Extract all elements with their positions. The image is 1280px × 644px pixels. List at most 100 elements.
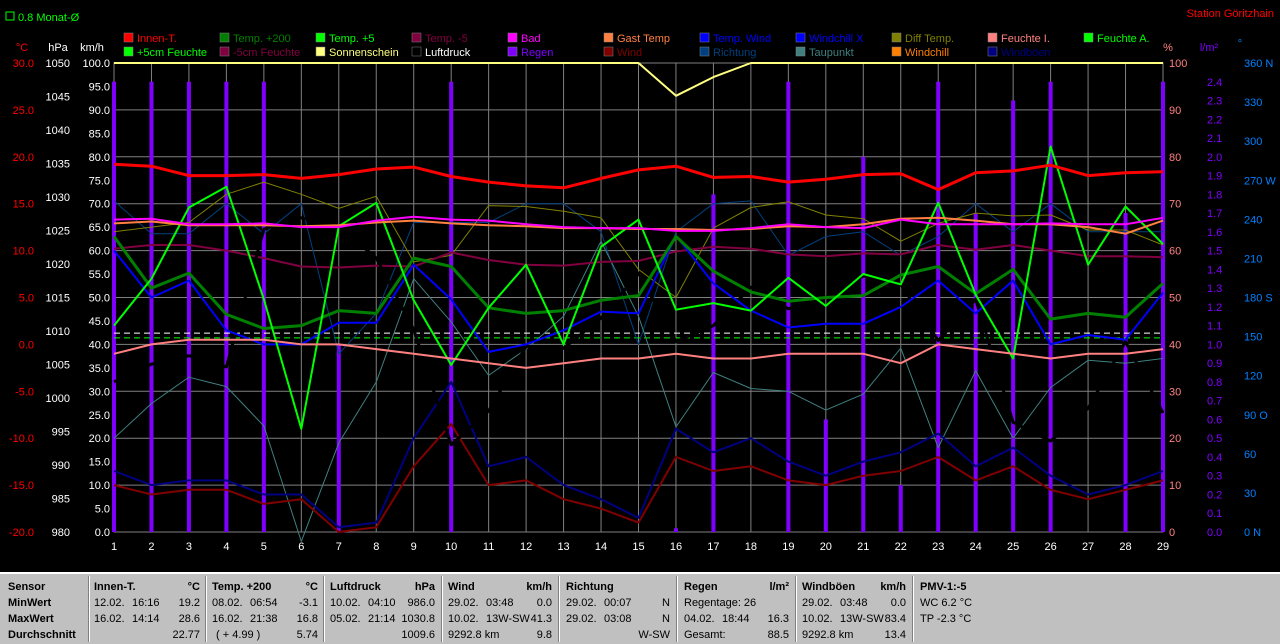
boeen-max: 83.4: [884, 613, 906, 625]
innen-max-date: 16.02.: [94, 613, 125, 625]
legend-swatch: [603, 32, 614, 43]
wind-max: 41.3: [530, 613, 552, 625]
innen-max: 28.6: [178, 613, 200, 625]
series-line: [113, 215, 1164, 232]
legend-label: Temp. Wind: [713, 33, 771, 45]
tick-day: 9: [411, 541, 417, 553]
unit-rain: l/m²: [1200, 42, 1219, 54]
tick-hpa: 1005: [46, 360, 70, 372]
series-line: [113, 145, 1164, 430]
legend-label: Diff Temp.: [905, 33, 954, 45]
tick-day: 27: [1082, 541, 1094, 553]
tick-temp: 15.0: [13, 199, 34, 211]
boeen-avg: 13.4: [884, 629, 906, 641]
richtung-min-time: 00:07: [604, 597, 632, 609]
rain-bar: [186, 81, 191, 532]
pmv-windchill: WC 6.2 °C: [920, 597, 973, 609]
tick-percent: 70: [1169, 199, 1181, 211]
tick-direction: 330: [1244, 97, 1262, 109]
tick-kmh: 70.0: [89, 199, 110, 211]
richtung-max-date: 29.02.: [566, 613, 597, 625]
tick-kmh: 65.0: [89, 222, 110, 234]
tick-temp: -5.0: [15, 386, 34, 398]
tick-rain: 1.4: [1207, 264, 1222, 276]
tick-rain: 0.8: [1207, 377, 1222, 389]
legend-label: Luftdruck: [425, 47, 471, 59]
tick-percent: 20: [1169, 433, 1181, 445]
stats-col-pmv: PMV-1:-5 WC 6.2 °C TP -2.3 °C: [920, 574, 1010, 644]
rain-bar: [1048, 81, 1053, 532]
series-line: [113, 423, 1164, 533]
rain-bar: [112, 81, 116, 532]
legend-label: Temp. -5: [425, 33, 468, 45]
tick-temp: 0.0: [19, 339, 34, 351]
rain-bar: [1123, 213, 1128, 532]
tick-rain: 1.2: [1207, 302, 1222, 314]
boeen-min: 0.0: [890, 597, 906, 609]
tick-rain: 0.9: [1207, 358, 1222, 370]
stats-col-windboeen: Windböen km/h 29.02. 03:48 0.0 10.02. 13W-SW…: [802, 574, 906, 644]
rain-bar: [149, 81, 154, 532]
tick-day: 13: [557, 541, 569, 553]
col-unit-innen: °C: [187, 581, 200, 593]
legend-swatch: [795, 46, 806, 57]
tick-kmh: 80.0: [89, 152, 110, 164]
rain-bar: [449, 81, 454, 532]
col-unit-windboeen: km/h: [880, 581, 906, 593]
tick-day: 7: [336, 541, 342, 553]
legend-swatch: [891, 46, 902, 57]
legend-swatch: [987, 46, 998, 57]
tick-day: 26: [1044, 541, 1056, 553]
legend-swatch: [699, 32, 710, 43]
legend-label: Windböen: [1001, 47, 1051, 59]
legend-label: Taupunkt: [809, 47, 854, 59]
legend-label: Sonnenschein: [329, 47, 399, 59]
tick-temp: -20.0: [9, 527, 34, 539]
innen-avg: 22.77: [172, 629, 200, 641]
tick-kmh: 75.0: [89, 175, 110, 187]
legend-label: Windchill X: [809, 33, 864, 45]
stats-table: Sensor MinWert MaxWert Durchschnitt Inne…: [0, 572, 1280, 644]
legend-label: Wind: [617, 47, 642, 59]
innen-min-time: 16:16: [132, 597, 160, 609]
wind-min-date: 29.02.: [448, 597, 479, 609]
unit-degree: °: [1238, 38, 1242, 50]
legend-swatch: [411, 32, 422, 43]
tick-day: 15: [632, 541, 644, 553]
tick-rain: 1.8: [1207, 189, 1222, 201]
stats-col-richtung: Richtung 29.02. 00:07 N 29.02. 03:08 N W-SW: [566, 574, 670, 644]
tick-direction: 360 N: [1244, 58, 1273, 70]
col-unit-wind: km/h: [526, 581, 552, 593]
tick-hpa: 1045: [46, 92, 70, 104]
tick-kmh: 45.0: [89, 316, 110, 328]
wind-min-time: 03:48: [486, 597, 514, 609]
tick-day: 2: [148, 541, 154, 553]
row-label-min: MinWert: [8, 597, 52, 609]
legend-label: Bad: [521, 33, 541, 45]
tick-temp: -10.0: [9, 433, 34, 445]
series-line: [113, 216, 1165, 447]
col-title-windboeen: Windböen: [802, 581, 856, 593]
unit-kmh: km/h: [80, 42, 104, 54]
legend-swatch: [891, 32, 902, 43]
col-title-wind: Wind: [448, 581, 475, 593]
boeen-distance: 9292.8 km: [802, 629, 854, 641]
tick-hpa: 1015: [46, 293, 70, 305]
tick-hpa: 1040: [46, 125, 70, 137]
tick-kmh: 25.0: [89, 410, 110, 422]
temp200-min-time: 06:54: [250, 597, 278, 609]
series-line: [113, 244, 1164, 269]
tick-hpa: 1030: [46, 192, 70, 204]
tick-percent: 0: [1169, 527, 1175, 539]
tick-day: 10: [445, 541, 457, 553]
tick-direction: 150: [1244, 332, 1262, 344]
col-title-luftdruck: Luftdruck: [330, 581, 381, 593]
temp200-max-time: 21:38: [250, 613, 278, 625]
tick-rain: 1.3: [1207, 283, 1222, 295]
unit-percent: %: [1163, 42, 1173, 54]
tick-rain: 2.1: [1207, 133, 1222, 145]
tick-hpa: 1000: [46, 393, 70, 405]
rain-bar: [1161, 81, 1165, 532]
tick-rain: 0.0: [1207, 527, 1222, 539]
tick-day: 1: [111, 541, 117, 553]
